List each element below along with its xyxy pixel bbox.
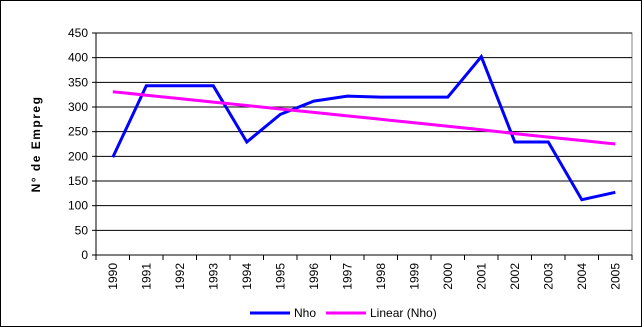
x-tick-label: 1992 xyxy=(173,263,187,290)
y-tick-label: 50 xyxy=(75,223,89,237)
gridlines xyxy=(96,32,632,231)
series-line-nho xyxy=(111,53,616,202)
y-tick-label: 450 xyxy=(68,26,88,40)
series-lines xyxy=(111,53,616,202)
legend: Nho Linear (Nho) xyxy=(250,306,437,320)
trendline-linear-nho xyxy=(112,90,616,146)
x-tick-label: 2002 xyxy=(508,263,522,290)
y-tick-label: 100 xyxy=(68,199,88,213)
x-tick-label: 2004 xyxy=(575,263,589,290)
x-tick-label: 1998 xyxy=(374,263,388,290)
y-tick-label: 250 xyxy=(68,125,88,139)
y-axis-label: N° de Empreg xyxy=(29,96,43,193)
x-tick-label: 1993 xyxy=(206,263,220,290)
x-tick-label: 2001 xyxy=(474,263,488,290)
y-tick-label: 350 xyxy=(68,75,88,89)
x-tick-label: 1990 xyxy=(106,263,120,290)
plot-area xyxy=(95,32,633,256)
x-tick-label: 2000 xyxy=(441,263,455,290)
y-tick-label: 150 xyxy=(68,174,88,188)
x-tick-label: 1997 xyxy=(340,263,354,290)
legend-label: Linear (Nho) xyxy=(370,306,437,320)
x-tick-label: 1996 xyxy=(307,263,321,290)
x-tick-label: 1991 xyxy=(139,263,153,290)
x-tick-label: 2003 xyxy=(541,263,555,290)
x-tick-label: 1994 xyxy=(240,263,254,290)
legend-label: Nho xyxy=(294,306,316,320)
y-tick-label: 200 xyxy=(68,149,88,163)
y-tick-label: 0 xyxy=(81,248,88,262)
x-axis-ticks: 1990 1991 1992 1993 1994 1995 1996 1997 1998 1999… xyxy=(95,255,633,290)
x-tick-label: 1999 xyxy=(407,263,421,290)
x-tick-label: 2005 xyxy=(608,263,622,290)
y-tick-label: 400 xyxy=(68,51,88,65)
x-tick-label: 1995 xyxy=(273,263,287,290)
y-tick-label: 300 xyxy=(68,100,88,114)
